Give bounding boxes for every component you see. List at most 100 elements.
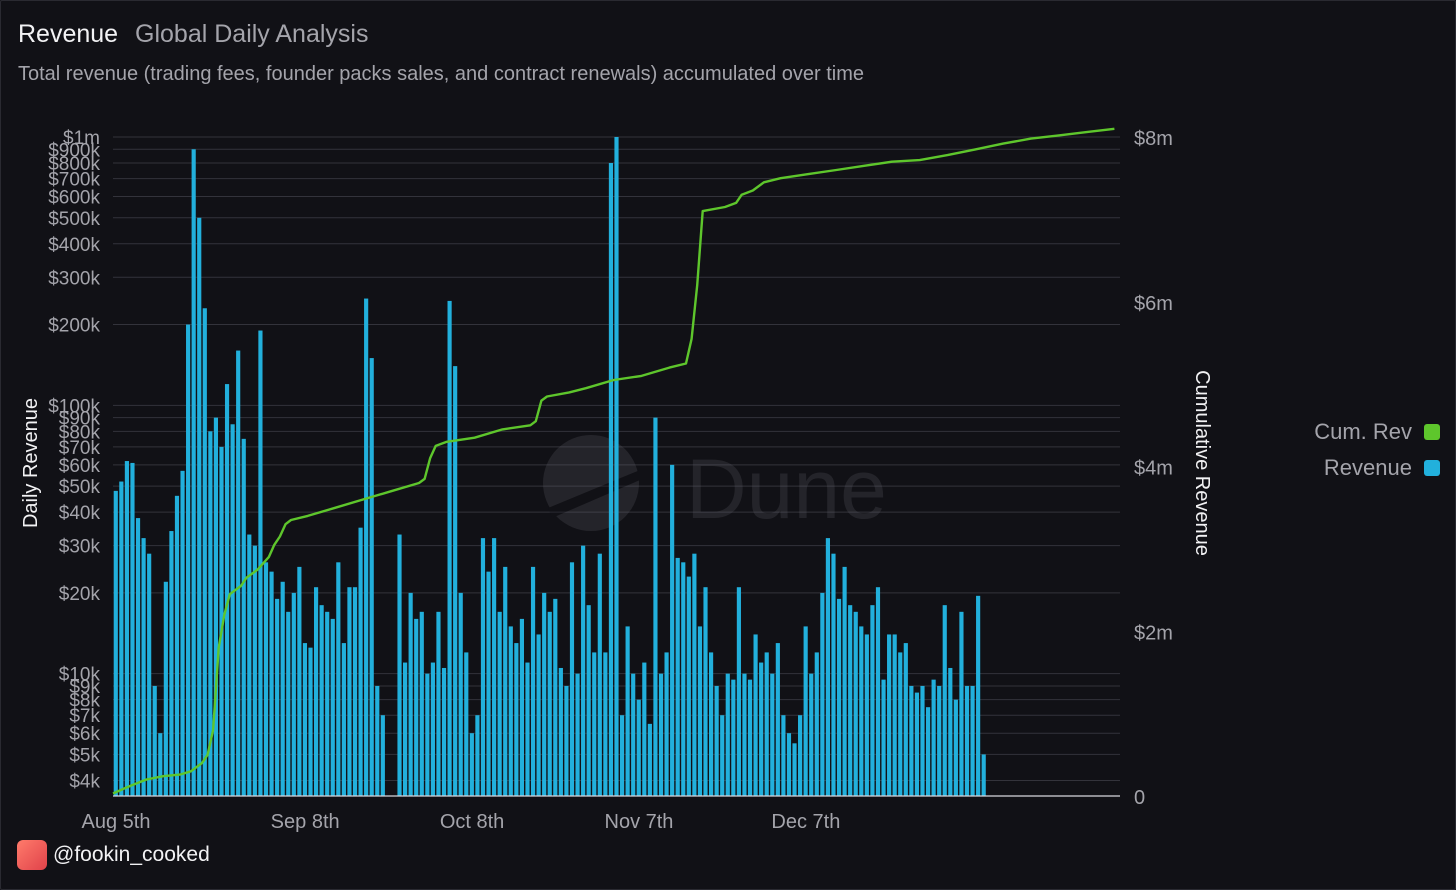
revenue-bar bbox=[441, 667, 447, 796]
legend-label-revenue: Revenue bbox=[1323, 455, 1412, 480]
revenue-bar bbox=[269, 571, 274, 796]
revenue-bar bbox=[569, 562, 575, 796]
revenue-bar bbox=[881, 679, 886, 796]
revenue-bar bbox=[647, 723, 652, 796]
revenue-bar bbox=[792, 743, 797, 796]
revenue-bar bbox=[625, 626, 630, 796]
revenue-bar bbox=[619, 715, 625, 796]
revenue-bar bbox=[425, 673, 430, 796]
revenue-bar bbox=[152, 685, 157, 796]
revenue-bar bbox=[352, 587, 358, 796]
revenue-bar bbox=[631, 673, 636, 796]
revenue-bar bbox=[909, 685, 914, 796]
left-tick-label: $5k bbox=[69, 745, 100, 766]
revenue-bar bbox=[119, 481, 124, 796]
cumulative-revenue-line bbox=[112, 127, 1115, 795]
chart-description: Total revenue (trading fees, founder pac… bbox=[18, 63, 864, 85]
dune-logo-icon bbox=[543, 435, 640, 531]
revenue-bar bbox=[258, 330, 263, 796]
revenue-bar bbox=[336, 562, 341, 796]
legend-item-cum-rev[interactable]: Cum. Rev bbox=[1314, 414, 1440, 450]
revenue-bar bbox=[341, 643, 346, 796]
revenue-bar bbox=[842, 566, 847, 796]
revenue-bar bbox=[141, 538, 146, 796]
revenue-bar bbox=[781, 715, 786, 796]
legend-label-cum-rev: Cum. Rev bbox=[1314, 419, 1412, 444]
x-tick-label: Nov 7th bbox=[605, 811, 674, 833]
revenue-bar bbox=[319, 605, 324, 796]
left-tick-label: $9k bbox=[69, 677, 100, 698]
left-tick-label: $900k bbox=[48, 140, 100, 161]
revenue-bar bbox=[720, 715, 725, 796]
revenue-bar bbox=[213, 417, 219, 796]
revenue-bar bbox=[870, 605, 875, 796]
left-tick-label: $400k bbox=[48, 235, 100, 256]
revenue-bar bbox=[937, 685, 942, 796]
revenue-bar bbox=[397, 534, 402, 796]
revenue-bar bbox=[708, 652, 714, 796]
revenue-bar bbox=[458, 592, 463, 796]
revenue-bar bbox=[224, 384, 230, 796]
revenue-bar bbox=[753, 634, 758, 796]
revenue-bar bbox=[408, 592, 413, 796]
revenue-bar bbox=[236, 350, 241, 796]
revenue-bar bbox=[291, 592, 296, 796]
left-tick-label: $700k bbox=[48, 170, 100, 191]
left-tick-label: $30k bbox=[59, 537, 101, 558]
left-tick-label: $200k bbox=[48, 316, 100, 337]
revenue-bar bbox=[358, 527, 363, 796]
revenue-bar bbox=[775, 643, 780, 796]
revenue-bar bbox=[275, 598, 280, 796]
left-tick-label: $7k bbox=[69, 706, 100, 727]
revenue-bar bbox=[925, 707, 931, 796]
revenue-bar bbox=[825, 538, 830, 796]
revenue-bar bbox=[497, 611, 502, 796]
credit[interactable]: @fookin_cooked bbox=[17, 840, 210, 870]
revenue-bar bbox=[302, 643, 308, 796]
legend-item-revenue[interactable]: Revenue bbox=[1314, 450, 1440, 486]
revenue-bar bbox=[836, 598, 842, 796]
revenue-bar bbox=[369, 358, 374, 796]
revenue-bar bbox=[681, 562, 686, 796]
legend: Cum. Rev Revenue bbox=[1314, 414, 1440, 486]
revenue-bar bbox=[530, 566, 536, 796]
right-tick-label: $8m bbox=[1134, 128, 1173, 150]
revenue-bar bbox=[158, 733, 163, 796]
left-tick-label: $20k bbox=[59, 584, 101, 605]
revenue-bar bbox=[325, 611, 330, 796]
revenue-bar bbox=[564, 685, 569, 796]
revenue-bar bbox=[898, 652, 903, 796]
x-tick-label: Oct 8th bbox=[440, 811, 504, 833]
revenue-bar bbox=[670, 464, 675, 796]
revenue-bar bbox=[736, 587, 741, 796]
revenue-bar bbox=[920, 685, 925, 796]
revenue-bar bbox=[469, 733, 474, 796]
revenue-bar bbox=[313, 587, 319, 796]
avatar-icon bbox=[17, 840, 47, 870]
revenue-bar bbox=[174, 495, 180, 796]
revenue-bar bbox=[403, 662, 408, 796]
left-tick-label: $800k bbox=[48, 154, 100, 175]
revenue-bar bbox=[419, 611, 424, 796]
revenue-bar bbox=[191, 149, 196, 797]
revenue-bar bbox=[347, 587, 352, 796]
left-tick-label: $50k bbox=[59, 477, 101, 498]
revenue-bar bbox=[608, 163, 614, 797]
revenue-bar bbox=[252, 545, 257, 796]
revenue-bar bbox=[953, 699, 958, 796]
revenue-bar bbox=[542, 592, 547, 796]
revenue-bar bbox=[575, 673, 580, 796]
left-tick-label: $60k bbox=[59, 456, 101, 477]
revenue-bar bbox=[931, 679, 936, 796]
revenue-bar bbox=[642, 662, 647, 796]
revenue-bar bbox=[703, 587, 708, 796]
left-tick-label: $600k bbox=[48, 188, 100, 209]
revenue-bar bbox=[286, 611, 291, 796]
revenue-bar bbox=[525, 662, 530, 796]
revenue-bar bbox=[380, 715, 385, 796]
revenue-bar bbox=[820, 592, 825, 796]
revenue-bar bbox=[480, 538, 486, 796]
revenue-bar bbox=[130, 462, 135, 796]
watermark-text: Dune bbox=[686, 442, 887, 536]
